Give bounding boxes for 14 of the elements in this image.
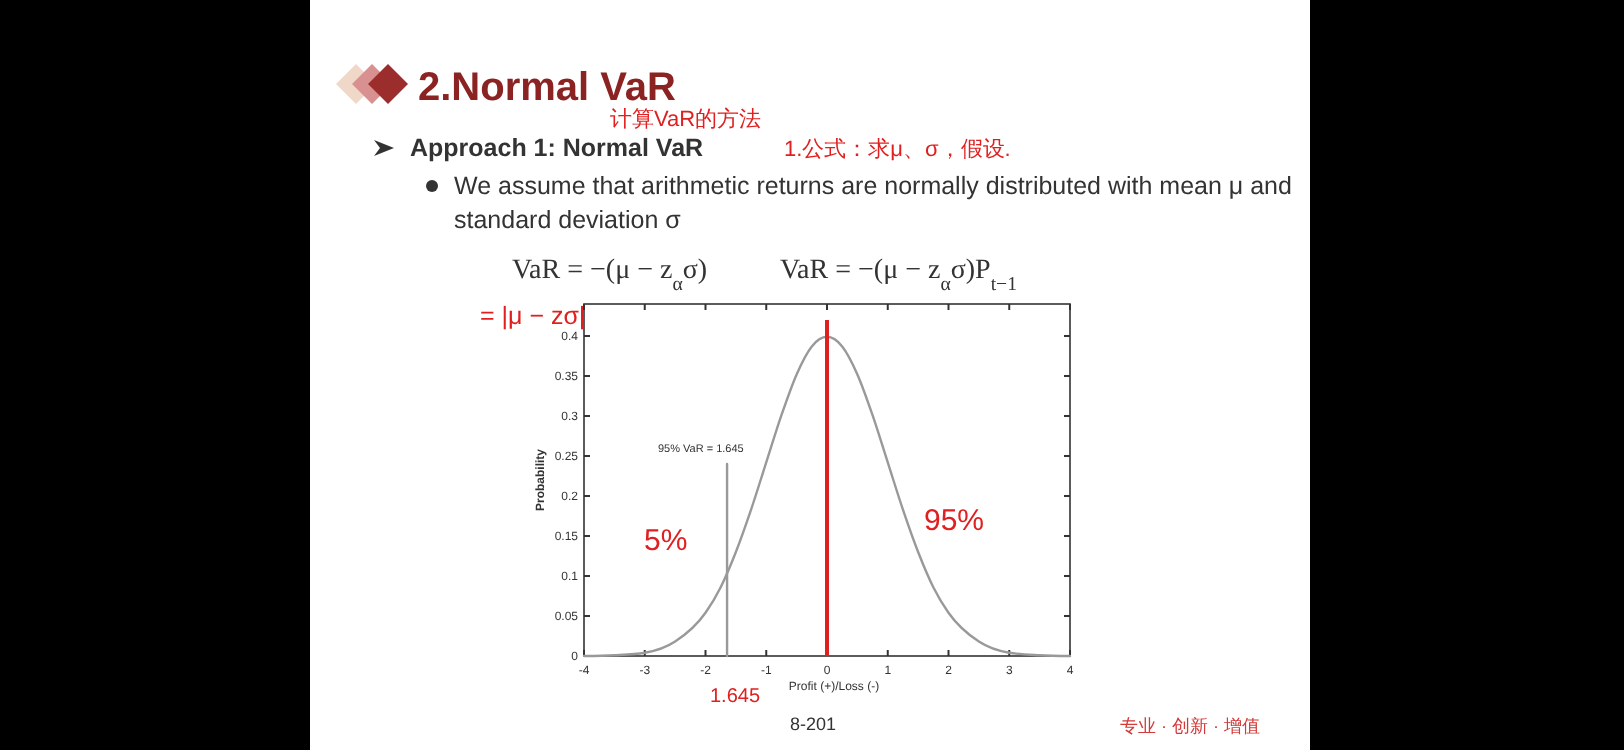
annotation: = |μ − zσ| <box>480 302 586 330</box>
text: VaR = −(μ − z$_{α}$σ)P$_{t−1}$ <box>780 256 1018 295</box>
text: VaR = −(μ − z$_{α}$σ) <box>512 256 708 295</box>
line-series <box>582 335 1072 658</box>
text: We assume that arithmetic returns are normally distributed with mean μ and standard deviation σ <box>454 172 1293 234</box>
text: 8-201 <box>790 714 837 734</box>
annotation: 5% <box>644 524 688 558</box>
text: 1.公式：求μ、σ，假设. <box>784 136 1011 162</box>
text: 1.645 <box>710 686 761 708</box>
annotation: 95% <box>924 504 985 538</box>
text: 专业 · 创新 · 增值 <box>1120 716 1260 736</box>
chart-subtitle: Approach 1: Normal VaR <box>410 134 704 162</box>
text: 计算VaR的方法 <box>610 106 762 132</box>
chart-title: 2.Normal VaR <box>418 66 677 110</box>
